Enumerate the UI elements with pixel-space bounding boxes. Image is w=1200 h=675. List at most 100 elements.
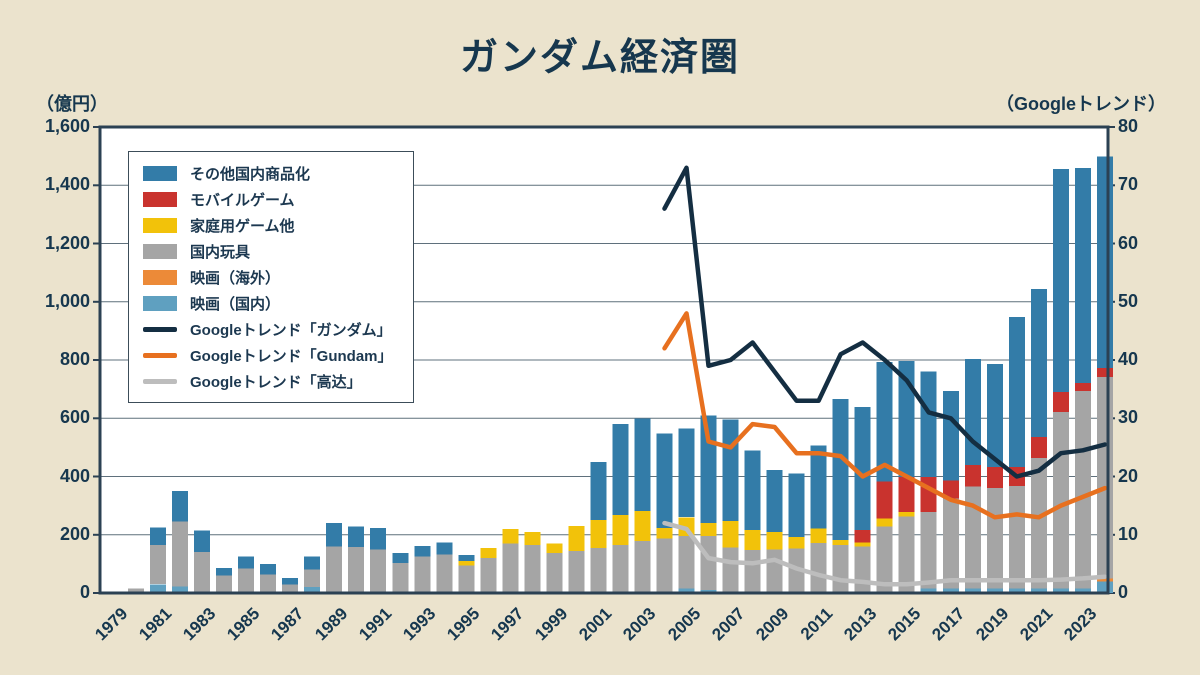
right-axis-tick-label: 80 [1118, 116, 1139, 136]
right-axis-tick-label: 30 [1118, 407, 1139, 428]
bar-segment-2006 [700, 536, 717, 591]
bar-segment-1990 [348, 547, 365, 593]
bar-segment-2021 [1030, 436, 1047, 458]
bar-segment-2000 [568, 550, 585, 593]
legend-color-swatch [143, 269, 177, 285]
bar-segment-1983 [194, 552, 211, 593]
bar-segment-2004 [656, 538, 673, 593]
bar-segment-2002 [612, 424, 629, 515]
bar-segment-1982 [172, 491, 189, 522]
right-axis-tick-label: 20 [1118, 465, 1139, 486]
bar-segment-2007 [722, 419, 739, 522]
bar-segment-2001 [590, 461, 607, 521]
bar-segment-2017 [942, 588, 959, 593]
right-axis-unit-label: （Googleトレンド） [996, 94, 1166, 114]
right-axis-tick-label: 70 [1118, 174, 1139, 195]
bar-segment-2009 [766, 531, 783, 550]
bar-segment-2016 [920, 588, 937, 593]
bar-segment-2022 [1052, 411, 1069, 589]
bar-segment-2014 [876, 481, 893, 519]
bar-segment-1999 [546, 543, 563, 554]
bar-segment-2024 [1096, 578, 1113, 582]
chart-plot-area [93, 125, 1115, 595]
bar-segment-2010 [788, 473, 805, 537]
bar-segment-2023 [1074, 383, 1091, 391]
bar-segment-2009 [766, 549, 783, 593]
bar-segment-1985 [238, 556, 255, 569]
bar-segment-2018 [964, 486, 981, 589]
bar-segment-2017 [942, 498, 959, 589]
right-axis-tick-label: 60 [1118, 232, 1139, 253]
left-axis-tick-label: 1,200 [44, 232, 90, 253]
plot-frame [98, 125, 1110, 595]
legend-item: Googleトレンド「ガンダム」 [143, 319, 393, 339]
bar-segment-2010 [788, 536, 805, 549]
right-axis-tick-label: 0 [1118, 582, 1129, 602]
legend-item: 映画（海外） [143, 267, 393, 287]
bar-segment-2015 [898, 511, 915, 517]
left-axis-tick-label: 1,600 [44, 116, 90, 136]
bar-segment-2005 [678, 536, 695, 589]
bar-segment-1997 [502, 543, 519, 593]
legend-item-label: Googleトレンド「高达」 [190, 373, 362, 391]
bar-segment-1995 [458, 561, 475, 566]
left-axis-unit-label: （億円） [36, 94, 108, 114]
bar-segment-1981 [150, 544, 166, 585]
chart-legend: その他国内商品化 モバイルゲーム 家庭用ゲーム他 国内玩具 映画（海外） 映画（国内） Go… [128, 151, 414, 403]
bar-segment-1986 [260, 574, 277, 593]
bar-segment-2018 [964, 359, 981, 465]
legend-item-label: 映画（海外） [190, 269, 281, 287]
bar-segment-2001 [590, 547, 607, 593]
legend-item-label: 家庭用ゲーム他 [190, 217, 295, 235]
bar-segment-2022 [1052, 392, 1069, 412]
bar-segment-1984 [216, 575, 233, 593]
bar-segment-1996 [480, 547, 497, 559]
bar-segment-2014 [876, 526, 893, 593]
bar-segment-1999 [546, 553, 563, 593]
bar-segment-2020 [1008, 486, 1025, 589]
bar-segment-2021 [1030, 588, 1047, 593]
bar-segment-2023 [1074, 390, 1091, 589]
bar-segment-2017 [942, 480, 959, 499]
chart-title: ガンダム経済圏 [459, 37, 740, 79]
bar-segment-2001 [590, 520, 607, 548]
bar-segment-2008 [744, 530, 761, 550]
legend-item: モバイルゲーム [143, 189, 393, 209]
bar-segment-2002 [612, 514, 629, 545]
bar-segment-1993 [414, 556, 431, 593]
bar-segment-2021 [1030, 457, 1047, 589]
bar-segment-2017 [942, 391, 959, 481]
bar-segment-1988 [304, 556, 321, 570]
bar-segment-1980 [128, 588, 144, 593]
bar-segment-2013 [854, 542, 871, 547]
trend-line [662, 165, 1108, 479]
bar-segment-2024 [1096, 581, 1113, 594]
bar-segment-2005 [678, 588, 695, 593]
bar-segment-2019 [986, 588, 1003, 593]
right-axis-tick-label: 40 [1118, 349, 1139, 369]
bar-segment-2002 [612, 544, 629, 593]
bar-segment-1990 [348, 526, 365, 547]
bar-segment-2012 [832, 399, 849, 540]
bar-segment-2018 [964, 588, 981, 593]
legend-item-label: 映画（国内） [190, 295, 281, 313]
legend-item: Googleトレンド「Gundam」 [143, 345, 393, 365]
bar-segment-1996 [480, 558, 497, 594]
bar-segment-1989 [326, 523, 343, 547]
trend-line [662, 520, 1108, 587]
bar-segment-2024 [1096, 368, 1113, 377]
bar-segment-2011 [810, 543, 827, 593]
bar-segment-2023 [1074, 167, 1091, 383]
bar-segment-2008 [744, 450, 761, 531]
bar-segment-1987 [282, 584, 299, 593]
left-axis-tick-label: 200 [59, 523, 90, 544]
bar-segment-2013 [854, 546, 871, 593]
bar-segment-1987 [282, 577, 299, 585]
left-axis-tick-label: 400 [59, 465, 90, 486]
legend-color-swatch [143, 217, 177, 233]
bar-segment-1981 [150, 527, 166, 545]
legend-line-swatch [143, 352, 177, 358]
bar-segment-1986 [260, 563, 277, 575]
legend-color-swatch [143, 191, 177, 207]
